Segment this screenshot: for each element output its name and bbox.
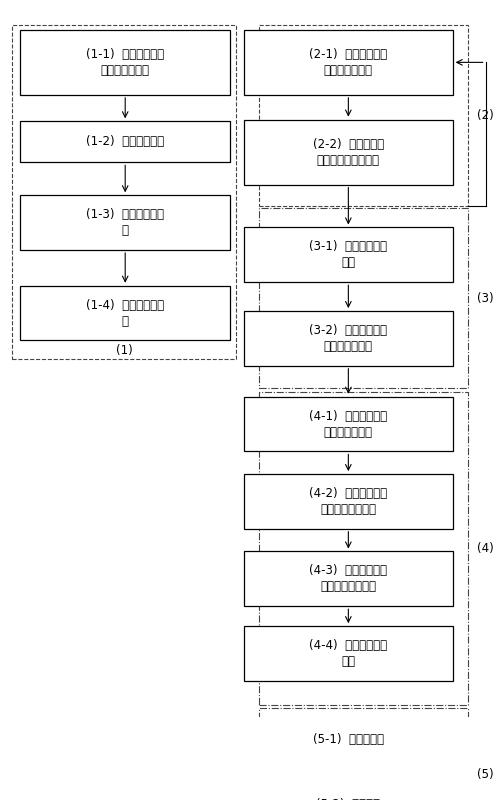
Text: (4-4)  生成二维映射
图像: (4-4) 生成二维映射 图像 bbox=[309, 639, 387, 668]
Bar bbox=[243, 119, 452, 185]
Text: (1-2)  内外参数标定: (1-2) 内外参数标定 bbox=[86, 135, 164, 148]
Bar bbox=[21, 195, 229, 250]
Text: (3-2)  计算二値化前
景人体目标图像: (3-2) 计算二値化前 景人体目标图像 bbox=[309, 324, 387, 353]
Bar bbox=[243, 551, 452, 606]
Text: (3): (3) bbox=[475, 291, 492, 305]
Bar bbox=[21, 122, 229, 162]
Text: (1): (1) bbox=[116, 344, 132, 358]
Text: (4-3)  摄像机坐标系
映射全世界坐标系: (4-3) 摄像机坐标系 映射全世界坐标系 bbox=[309, 564, 387, 594]
Text: (5-2)  密度估计: (5-2) 密度估计 bbox=[316, 798, 380, 800]
Text: (4): (4) bbox=[475, 542, 492, 554]
Text: (3-1)  计算视差的背
景差: (3-1) 计算视差的背 景差 bbox=[309, 240, 387, 270]
Bar bbox=[243, 719, 452, 761]
Text: (2-1)  实时采集左右
图像并平移校正: (2-1) 实时采集左右 图像并平移校正 bbox=[309, 48, 387, 77]
Text: (1-3)  精确主点差计
算: (1-3) 精确主点差计 算 bbox=[86, 208, 164, 237]
Text: (4-1)  像素坐标系映
射至图像坐标系: (4-1) 像素坐标系映 射至图像坐标系 bbox=[309, 410, 387, 438]
Bar bbox=[259, 26, 467, 206]
Bar bbox=[243, 784, 452, 800]
Bar bbox=[21, 30, 229, 95]
Bar bbox=[259, 392, 467, 705]
Text: (5-1)  拥挤度计算: (5-1) 拥挤度计算 bbox=[312, 734, 383, 746]
Bar bbox=[243, 311, 452, 366]
Bar bbox=[243, 227, 452, 282]
Bar bbox=[243, 626, 452, 681]
Bar bbox=[13, 26, 235, 359]
Text: (2): (2) bbox=[475, 109, 492, 122]
Bar bbox=[243, 397, 452, 451]
Text: (4-2)  图像坐标系映
射至摄像机坐标系: (4-2) 图像坐标系映 射至摄像机坐标系 bbox=[309, 487, 387, 516]
Text: (5): (5) bbox=[475, 768, 492, 782]
Bar bbox=[259, 208, 467, 389]
Text: (2-2)  立体视差匹
配，获取当前帧视差: (2-2) 立体视差匹 配，获取当前帧视差 bbox=[312, 138, 383, 166]
Bar bbox=[259, 708, 467, 800]
Bar bbox=[243, 30, 452, 95]
Bar bbox=[21, 286, 229, 341]
Text: (1-4)  计算背景帧视
差: (1-4) 计算背景帧视 差 bbox=[86, 298, 164, 327]
Text: (1-1)  采集标定图像
对，提取标定点: (1-1) 采集标定图像 对，提取标定点 bbox=[86, 48, 164, 77]
Bar bbox=[243, 474, 452, 529]
